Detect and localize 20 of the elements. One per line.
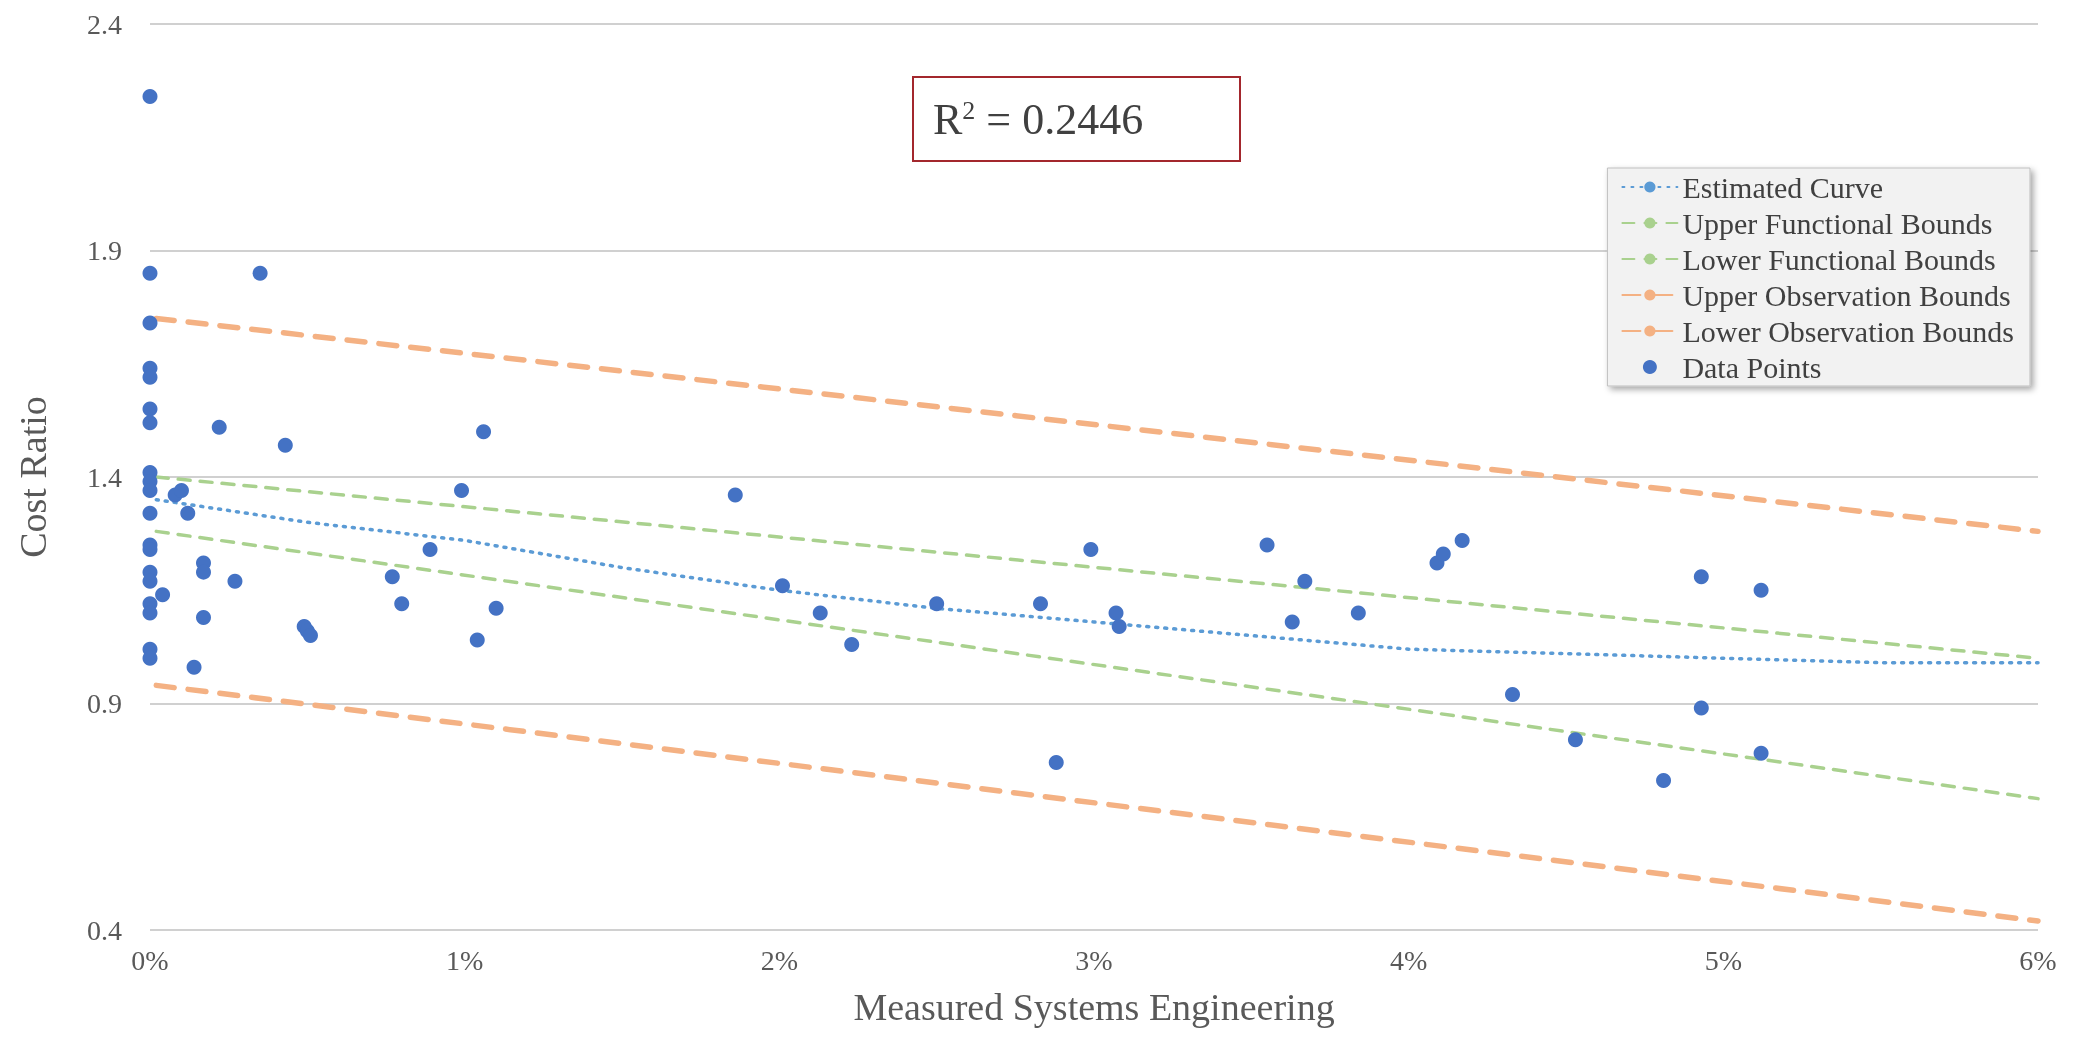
y-tick-label: 0.4: [87, 914, 122, 946]
y-tick-label: 1.9: [87, 235, 122, 266]
legend-label: Lower Functional Bounds: [1682, 242, 1996, 276]
legend-label: Data Points: [1682, 350, 1822, 384]
y-tick-label: 1.4: [87, 461, 122, 493]
x-tick-label: 0%: [131, 944, 169, 976]
x-tick-label: 1%: [446, 944, 484, 976]
x-tick-label: 5%: [1704, 944, 1742, 976]
x-tick-label: 4%: [1390, 944, 1428, 976]
x-tick-label: 2%: [760, 944, 798, 976]
y-tick-label: 2.4: [87, 8, 122, 40]
y-tick-label: 0.9: [87, 688, 122, 719]
x-tick-label: 3%: [1075, 944, 1113, 976]
x-axis-title: Measured Systems Engineering: [853, 986, 1335, 1028]
legend-label: Upper Functional Bounds: [1682, 206, 1993, 240]
legend-label: Estimated Curve: [1682, 170, 1884, 204]
y-axis-title: Cost Ratio: [12, 396, 54, 558]
x-tick-label: 6%: [2019, 944, 2057, 976]
legend-label: Upper Observation Bounds: [1682, 278, 2011, 312]
legend-label: Lower Observation Bounds: [1682, 314, 2015, 348]
